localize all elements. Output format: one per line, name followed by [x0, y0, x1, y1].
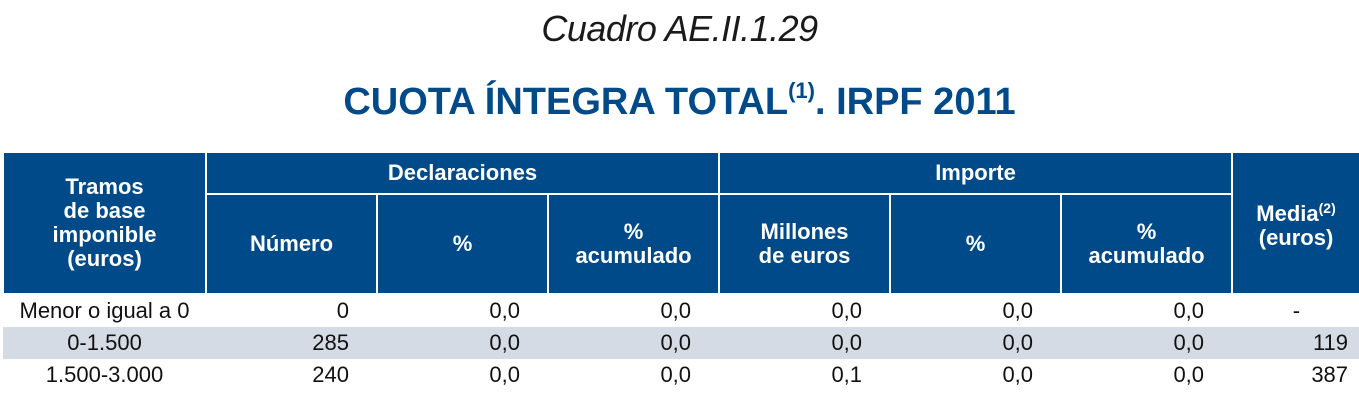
cell-pct: 0,0	[489, 298, 520, 323]
header-millones-line1: Millones	[760, 219, 849, 244]
header-tramos-line3: imponible	[52, 222, 157, 247]
header-tramos-line1: Tramos	[65, 174, 144, 199]
header-decl-pct-acumulado: % acumulado	[546, 193, 721, 295]
header-decl-pct-acum-line1: %	[623, 219, 644, 244]
cell-pct-acumulado: 0,0	[660, 298, 692, 323]
cell-tramo: 0-1.500	[3, 327, 206, 359]
header-decl-pct-acum-line2: acumulado	[575, 243, 692, 268]
cell-imp-pct-acumulado: 0,0	[1061, 327, 1233, 359]
table-title: CUOTA ÍNTEGRA TOTAL(1). IRPF 2011	[0, 78, 1359, 124]
cell-numero: 0	[336, 298, 349, 323]
table-row: 1.500-3.000 240 0,0 0,0 0,1 0,0 0,0 387	[3, 359, 1359, 391]
header-tramos-line2: de base	[63, 198, 146, 223]
cell-millones: 0,0	[719, 327, 891, 359]
cell-pct: 0,0	[489, 362, 520, 387]
table-row: Menor o igual a 0 0 0,0 0,0 0,0 0,0 0,0 …	[3, 294, 1359, 327]
header-media: Media(2) (euros)	[1231, 151, 1359, 295]
header-imp-pct: %	[889, 193, 1063, 295]
header-imp-pct-acum-line2: acumulado	[1088, 243, 1205, 268]
header-media-footnote-ref: (2)	[1318, 200, 1336, 216]
cell-imp-pct: 0,0	[890, 327, 1062, 359]
cell-imp-pct-acumulado: 0,0	[1173, 362, 1205, 387]
header-numero: Número	[205, 193, 378, 295]
cell-millones: 0,0	[831, 298, 863, 323]
cell-imp-pct: 0,0	[1002, 298, 1034, 323]
header-media-line1: Media(2)	[1233, 196, 1359, 226]
header-imp-pct-acum-line1: %	[1136, 219, 1157, 244]
cell-millones: 0,1	[831, 362, 863, 387]
cell-pct-acumulado: 0,0	[660, 362, 692, 387]
header-declaraciones: Declaraciones	[204, 151, 721, 195]
header-decl-pct: %	[376, 193, 549, 295]
header-millones-line2: de euros	[758, 243, 851, 268]
cell-pct-acumulado: 0,0	[548, 327, 720, 359]
data-table: Tramos de base imponible (euros) Declara…	[2, 151, 1359, 391]
cell-pct: 0,0	[377, 327, 548, 359]
header-media-label: Media	[1256, 201, 1319, 226]
header-media-unit: (euros)	[1258, 225, 1334, 250]
header-importe: Importe	[718, 151, 1234, 195]
title-footnote-ref: (1)	[788, 78, 815, 103]
cell-numero: 240	[312, 362, 349, 387]
title-main: CUOTA ÍNTEGRA TOTAL	[343, 81, 789, 123]
cell-imp-pct: 0,0	[1002, 362, 1034, 387]
cell-tramo: 1.500-3.000	[45, 362, 164, 387]
header-tramos: Tramos de base imponible (euros)	[2, 151, 207, 295]
table-caption: Cuadro AE.II.1.29	[541, 8, 818, 49]
cell-media: -	[1292, 298, 1301, 323]
cell-imp-pct-acumulado: 0,0	[1173, 298, 1205, 323]
cell-media: 387	[1311, 362, 1349, 387]
cell-tramo: Menor o igual a 0	[19, 298, 190, 323]
cell-media: 119	[1232, 327, 1359, 359]
table-row: 0-1.500 285 0,0 0,0 0,0 0,0 0,0 119	[3, 327, 1359, 359]
title-rest: . IRPF 2011	[814, 81, 1016, 123]
cell-numero: 285	[206, 327, 377, 359]
header-tramos-line4: (euros)	[67, 246, 142, 271]
header-millones: Millones de euros	[718, 193, 892, 295]
header-imp-pct-acumulado: % acumulado	[1060, 193, 1234, 295]
